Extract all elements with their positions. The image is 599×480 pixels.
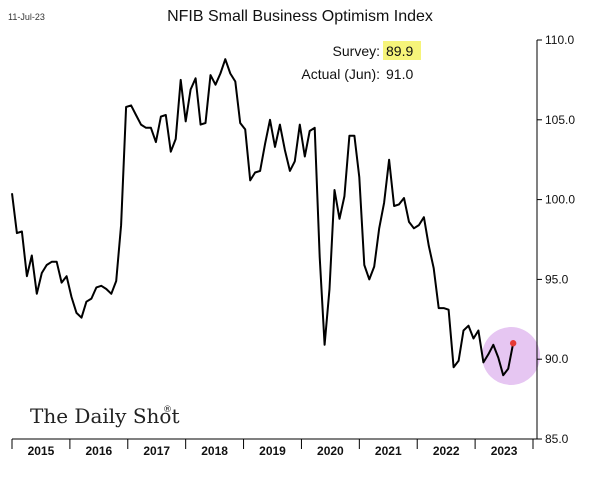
x-tick-label: 2020 (317, 444, 344, 458)
brand-logo: The Daily Shot ® (30, 404, 179, 428)
y-tick-label: 105.0 (545, 113, 575, 127)
date-label: 11-Jul-23 (8, 12, 45, 22)
index-line (11, 58, 515, 377)
x-tick-label: 2018 (201, 444, 228, 458)
x-tick-label: 2019 (259, 444, 286, 458)
y-tick-label: 85.0 (545, 432, 569, 446)
y-tick-label: 100.0 (545, 193, 575, 207)
x-tick-label: 2022 (433, 444, 460, 458)
y-tick-label: 110.0 (545, 33, 574, 47)
actual-label: Actual (Jun): (301, 66, 380, 82)
y-tick-label: 90.0 (545, 352, 569, 366)
x-tick-label: 2017 (143, 444, 170, 458)
y-tick-label: 95.0 (545, 272, 569, 286)
latest-point (509, 340, 517, 347)
survey-label: Survey: (333, 43, 380, 59)
svg-text:The Daily Shot: The Daily Shot (30, 404, 179, 428)
x-tick-label: 2016 (85, 444, 112, 458)
survey-value: 89.9 (386, 43, 413, 59)
svg-text:®: ® (163, 405, 172, 415)
x-tick-label: 2023 (491, 444, 518, 458)
x-tick-label: 2021 (375, 444, 402, 458)
survey-value-highlight (383, 41, 421, 60)
actual-value: 91.0 (386, 66, 413, 82)
x-axis: 2015 2016 2017 2018 2019 2020 2021 2022 2023 (11, 438, 537, 458)
plot-area (11, 58, 517, 377)
y-axis: 85.0 90.0 95.0 100.0 105.0 110.0 (536, 33, 575, 446)
chart-title: NFIB Small Business Optimism Index (167, 8, 433, 25)
x-tick-label: 2015 (28, 444, 55, 458)
